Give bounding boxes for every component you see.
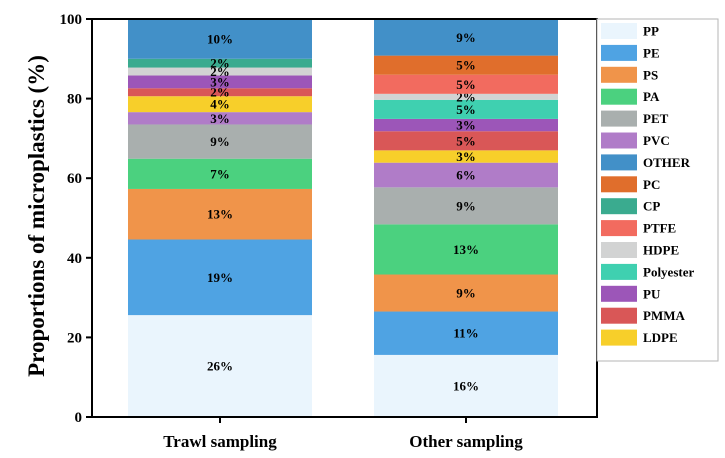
data-label-trawl-other: 10% [207,31,233,46]
bar-segment-other-pu [374,118,558,132]
legend-label-cp: CP [643,199,660,214]
data-label-trawl-pmma: 2% [210,85,230,100]
bar-segment-other-pet [374,187,558,225]
bar-segment-trawl-pa [128,158,312,189]
bar-segment-other-pe [374,311,558,355]
bar-segment-trawl-ldpe [128,96,312,113]
data-label-other-pc: 5% [456,58,476,73]
legend-label-ptfe: PTFE [643,221,676,236]
legend-label-pp: PP [643,24,659,39]
legend-label-pu: PU [643,286,661,301]
legend-swatch-pu [601,285,637,302]
legend-swatch-pe [601,44,637,61]
data-label-trawl-pe: 19% [207,270,233,285]
data-label-trawl-ps: 13% [207,207,233,222]
legend-label-pc: PC [643,177,660,192]
legend-swatch-ps [601,66,637,83]
data-label-other-pet: 9% [456,198,476,213]
y-tick-label: 60 [67,171,82,187]
legend-label-hdpe: HDPE [643,243,679,258]
data-label-trawl-pa: 7% [210,166,230,181]
y-tick-label: 20 [67,330,82,346]
bar-segment-trawl-pu [128,75,312,89]
bar-segment-other-pvc [374,162,558,188]
bar-segment-trawl-pet [128,124,312,159]
legend-label-pet: PET [643,111,669,126]
legend-swatch-ptfe [601,220,637,237]
legend-swatch-cp [601,198,637,215]
legend: PP PE PS PA PET PVC OTHER PC CP PTFE HDPE Polyester… [596,18,719,362]
bars-group: 26%19%13%7%9%3%4%2%3%2%2%10%16%11%9%13%9… [128,19,558,417]
data-label-other-pe: 11% [453,326,478,341]
data-label-other-ptfe: 5% [456,77,476,92]
y-tick-label: 100 [60,12,83,28]
legend-swatch-ldpe [601,329,637,346]
data-label-trawl-pp: 26% [207,359,233,374]
bar-segment-other-hdpe [374,93,558,100]
bar-segment-trawl-pe [128,239,312,316]
y-axis-title: Proportions of microplastics (%) [24,55,49,377]
data-label-other-pp: 16% [453,378,479,393]
data-label-other-pmma: 5% [456,133,476,148]
legend-label-other: OTHER [643,155,691,170]
bar-segment-other-ldpe [374,150,558,163]
axes-group: 0 20 40 60 80 100 Trawl sampling Other sampling [60,12,598,451]
bar-segment-trawl-ps [128,188,312,240]
legend-swatch-pp [601,23,637,39]
legend-swatch-hdpe [601,242,637,258]
data-label-other-pu: 3% [456,118,476,133]
bar-segment-other-pc [374,55,558,75]
legend-label-pmma: PMMA [643,308,685,323]
bar-segment-trawl-cp [128,58,312,68]
bar-segment-other-pp [374,354,558,417]
legend-swatch-pc [601,176,637,193]
legend-swatch-pvc [601,132,637,149]
x-category-label: Trawl sampling [163,432,277,451]
data-label-other-pa: 13% [453,242,479,257]
legend-swatch-other [601,154,637,171]
bar-segment-trawl-pp [128,315,312,417]
legend-label-pvc: PVC [643,133,670,148]
legend-label-pa: PA [643,89,660,104]
y-tick-label: 80 [67,92,82,108]
data-label-trawl-pet: 9% [210,134,230,149]
data-label-trawl-hdpe: 2% [210,64,230,79]
bar-segment-other-polyester [374,99,558,119]
data-label-other-ldpe: 3% [456,149,476,164]
bar-segment-other-pmma [374,131,558,151]
data-label-other-other: 9% [456,30,476,45]
bar-segment-trawl-pmma [128,88,312,97]
bar-segment-other-ptfe [374,74,558,94]
legend-swatch-polyester [601,263,637,280]
legend-label-polyester: Polyester [643,264,694,279]
data-label-other-pvc: 6% [456,168,476,183]
y-tick-label: 40 [67,251,82,267]
legend-label-ldpe: LDPE [643,330,678,345]
legend-swatch-pmma [601,307,637,324]
data-label-other-ps: 9% [456,286,476,301]
bar-segment-trawl-other [128,19,312,59]
data-label-trawl-cp: 2% [210,56,230,71]
bar-segment-other-other [374,19,558,56]
legend-label-ps: PS [643,67,658,82]
data-label-trawl-pu: 3% [210,74,230,89]
y-tick-label: 0 [75,410,83,426]
legend-label-pe: PE [643,45,660,60]
bar-segment-trawl-pvc [128,112,312,125]
bar-segment-other-ps [374,274,558,312]
data-label-other-polyester: 5% [456,102,476,117]
legend-swatch-pa [601,88,637,105]
data-label-trawl-ldpe: 4% [210,97,230,112]
bar-segment-other-pa [374,224,558,275]
bar-segment-trawl-hdpe [128,67,312,76]
legend-swatch-pet [601,110,637,127]
x-category-label: Other sampling [409,432,523,451]
data-label-trawl-pvc: 3% [210,111,230,126]
